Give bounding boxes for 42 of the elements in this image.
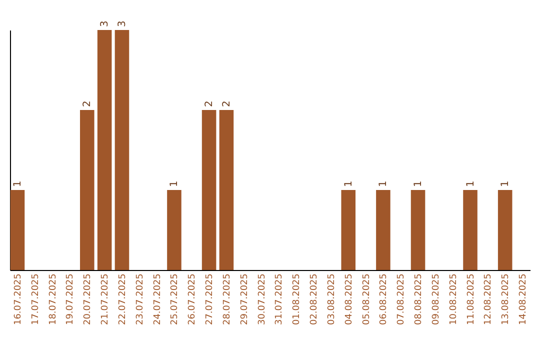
x-tick-label: 30.07.2025 bbox=[257, 274, 268, 326]
data-label: 1 bbox=[343, 180, 354, 187]
x-tick-label: 31.07.2025 bbox=[274, 274, 285, 326]
x-tick-label: 29.07.2025 bbox=[240, 274, 250, 326]
data-label: 3 bbox=[116, 20, 128, 27]
data-label: 1 bbox=[413, 180, 424, 187]
x-tick-label: 27.07.2025 bbox=[205, 274, 216, 326]
data-label: 2 bbox=[82, 100, 94, 107]
x-tick-label: 18.07.2025 bbox=[48, 274, 58, 326]
x-tick-label: 03.08.2025 bbox=[326, 274, 337, 326]
x-tick-label: 17.07.2025 bbox=[30, 274, 41, 326]
x-tick-label: 14.08.2025 bbox=[518, 274, 529, 326]
x-tick-label: 22.07.2025 bbox=[118, 274, 128, 326]
x-tick-label: 20.07.2025 bbox=[83, 274, 94, 326]
x-tick-label: 04.08.2025 bbox=[344, 274, 354, 326]
x-tick-label: 09.08.2025 bbox=[431, 274, 442, 326]
x-tick-label: 25.07.2025 bbox=[170, 274, 180, 326]
x-tick-label: 11.08.2025 bbox=[466, 274, 476, 326]
data-label: 1 bbox=[12, 180, 24, 187]
data-label: 2 bbox=[204, 100, 216, 107]
x-tick-label: 28.07.2025 bbox=[222, 274, 232, 326]
x-tick-label: 13.08.2025 bbox=[501, 274, 512, 326]
data-label: 1 bbox=[378, 180, 390, 187]
data-label: 2 bbox=[221, 100, 232, 107]
data-label: 1 bbox=[500, 180, 512, 187]
x-tick-label: 01.08.2025 bbox=[292, 274, 302, 326]
x-tick-label: 12.08.2025 bbox=[484, 274, 494, 326]
data-label: 1 bbox=[465, 180, 476, 187]
x-tick-label: 24.07.2025 bbox=[152, 274, 163, 326]
x-tick-label: 26.07.2025 bbox=[188, 274, 198, 326]
x-tick-label: 05.08.2025 bbox=[362, 274, 372, 326]
x-tick-label: 06.08.2025 bbox=[379, 274, 390, 326]
x-tick-label: 07.08.2025 bbox=[396, 274, 407, 326]
x-tick-label: 02.08.2025 bbox=[310, 274, 320, 326]
x-tick-label: 16.07.2025 bbox=[13, 274, 24, 326]
x-tick-label: 10.08.2025 bbox=[448, 274, 459, 326]
data-label: 1 bbox=[169, 180, 180, 187]
x-tick-label: 21.07.2025 bbox=[100, 274, 111, 326]
x-tick-label: 23.07.2025 bbox=[135, 274, 146, 326]
data-label: 3 bbox=[100, 20, 111, 27]
x-tick-label: 08.08.2025 bbox=[414, 274, 424, 326]
x-tick-label: 19.07.2025 bbox=[66, 274, 76, 326]
